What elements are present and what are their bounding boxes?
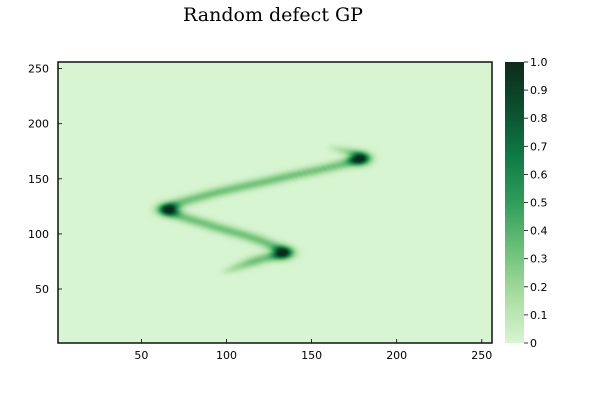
x-tick-label: 50 [134,349,148,362]
y-tick-label: 100 [28,228,49,241]
y-tick-label: 250 [28,63,49,76]
colorbar-tick-label: 0.7 [530,140,548,153]
colorbar-tick-label: 1.0 [530,56,548,69]
x-tick-label: 150 [301,349,322,362]
x-tick-label: 100 [216,349,237,362]
y-tick-label: 50 [35,283,49,296]
x-tick-label: 250 [471,349,492,362]
heatmap-image [58,62,492,343]
colorbar [505,62,524,343]
chart-title: Random defect GP [183,4,363,26]
colorbar-axis: 0 0.1 0.2 0.3 0.4 0.5 0.6 0.7 0.8 0.9 1.0 [524,56,548,350]
y-axis: 50 100 150 200 250 [28,63,62,296]
y-tick-label: 200 [28,118,49,131]
x-axis: 50 100 150 200 250 [134,339,492,362]
heatmap-field [58,62,492,343]
colorbar-tick-label: 0.4 [530,225,548,238]
x-tick-label: 200 [386,349,407,362]
y-tick-label: 150 [28,173,49,186]
colorbar-tick-label: 0 [530,337,537,350]
colorbar-tick-label: 0.3 [530,253,548,266]
colorbar-tick-label: 0.9 [530,84,548,97]
colorbar-tick-label: 0.2 [530,281,548,294]
colorbar-tick-label: 0.5 [530,197,548,210]
colorbar-tick-label: 0.8 [530,112,548,125]
colorbar-tick-label: 0.6 [530,168,548,181]
plot-frame [57,61,493,344]
colorbar-tick-label: 0.1 [530,309,548,322]
